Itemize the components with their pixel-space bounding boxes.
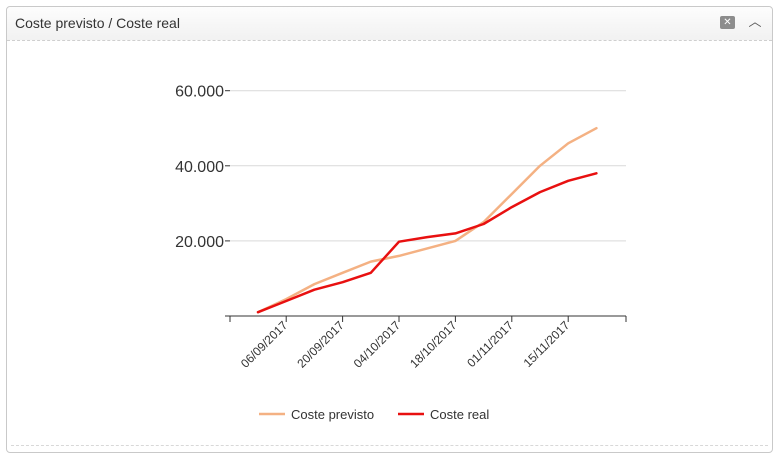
y-tick-label: 60.000 — [175, 84, 224, 101]
chevron-up-icon[interactable]: ︿ — [748, 14, 762, 29]
panel-header: Coste previsto / Coste real ✕ ︿ — [7, 7, 772, 41]
legend-label: Coste previsto — [291, 407, 374, 422]
close-icon[interactable]: ✕ — [720, 16, 735, 29]
x-tick-label: 01/11/2017 — [464, 318, 516, 370]
x-tick-label: 18/10/2017 — [407, 318, 460, 371]
series-line-coste-real — [256, 172, 598, 314]
x-tick-label: 04/10/2017 — [351, 318, 404, 371]
series-line-coste-previsto — [256, 126, 598, 314]
x-tick-label: 15/11/2017 — [521, 318, 573, 370]
x-tick-label: 20/09/2017 — [294, 318, 347, 371]
legend-label: Coste real — [430, 407, 489, 422]
chart-panel: Coste previsto / Coste real ✕ ︿ — [6, 6, 773, 453]
panel-footer-divider — [11, 445, 768, 446]
y-tick-label: 40.000 — [175, 159, 224, 176]
y-tick-label: 20.000 — [175, 234, 224, 251]
x-tick-label: 06/09/2017 — [238, 318, 291, 371]
panel-title: Coste previsto / Coste real — [15, 15, 180, 31]
